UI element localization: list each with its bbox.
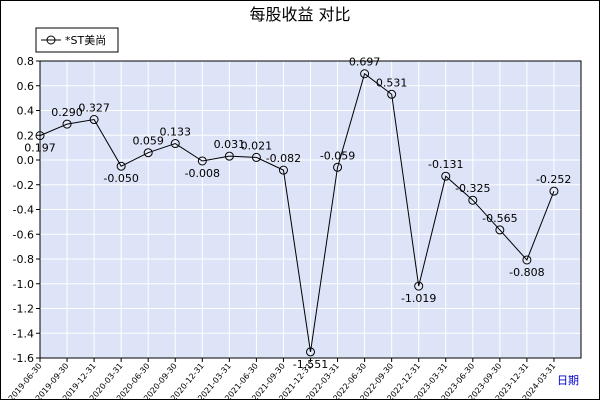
chart-title: 每股收益 对比 [249,5,350,24]
data-point [224,151,234,161]
y-tick-label: -1.2 [13,303,34,316]
data-label: -1.019 [401,292,436,305]
data-point [468,195,478,205]
y-tick-label: 0.2 [17,129,35,142]
data-point [35,131,45,141]
data-point [441,171,451,181]
data-label: -0.808 [509,266,544,279]
data-label: 0.059 [132,135,164,148]
y-tick-label: -0.6 [13,228,34,241]
y-tick-label: -1.4 [13,327,34,340]
y-tick-label: -1.6 [13,352,34,365]
series-line [39,72,555,353]
data-point [143,148,153,158]
y-tick-label: 0.4 [17,105,35,118]
data-point [89,115,99,125]
legend: *ST美尚 [35,27,119,53]
data-label: -0.082 [266,152,301,165]
data-label: 0.031 [214,138,246,151]
data-label: -0.325 [455,182,490,195]
data-label: 0.021 [241,139,273,152]
data-point [170,139,180,149]
data-point [549,186,559,196]
data-label: 0.531 [376,76,408,89]
y-tick-label: -0.4 [13,204,34,217]
y-tick-label: 0.8 [17,55,35,68]
data-label: 0.133 [160,126,192,139]
data-label: 0.697 [349,56,381,69]
y-tick-label: -1.0 [13,278,34,291]
x-axis-label: 日期 [557,374,579,387]
data-point [387,89,397,99]
data-label: -0.008 [185,167,220,180]
y-tick-label: -0.8 [13,253,34,266]
data-point [360,69,370,79]
data-label: 0.327 [78,102,110,115]
data-point [251,152,261,162]
data-point [522,255,532,265]
legend-point-marker [46,35,56,45]
data-point [116,161,126,171]
y-tick-label: 0.6 [17,80,35,93]
data-label: 0.290 [51,106,83,119]
legend-label: *ST美尚 [65,33,106,47]
plot-border [39,60,582,359]
data-label: -0.050 [103,172,138,185]
data-point [197,156,207,166]
y-tick-label: -0.2 [13,179,34,192]
data-label: -0.131 [428,158,463,171]
data-point [278,165,288,175]
data-point [306,347,315,357]
data-point [414,281,424,291]
data-point [495,225,505,235]
data-label: -1.551 [293,358,328,371]
y-tick-label: 0.0 [17,154,35,167]
data-label: -0.565 [482,212,517,225]
data-label: -0.059 [320,149,355,162]
data-point [333,162,343,172]
grid [39,60,581,359]
data-point [62,119,72,129]
data-label: -0.252 [536,173,571,186]
data-label: 0.197 [24,142,56,155]
